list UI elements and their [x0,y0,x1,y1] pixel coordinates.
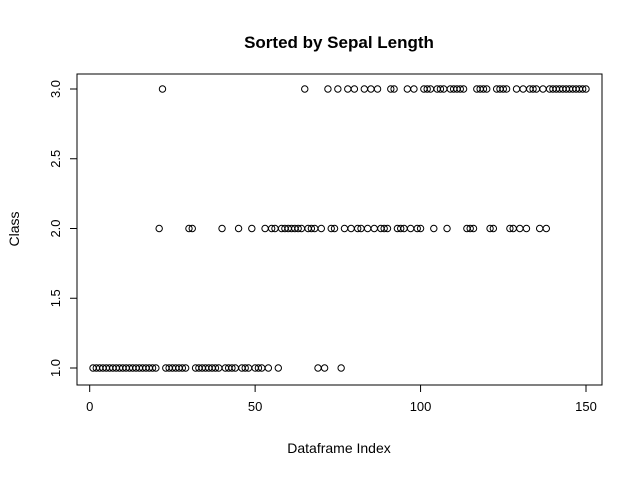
data-point [324,85,332,93]
data-point [486,224,494,233]
data-point [158,85,167,93]
data-point [430,224,438,233]
x-axis: 0 50 100 150 [86,384,597,414]
data-point [416,224,425,233]
data-point [353,224,362,233]
data-point [542,224,550,233]
y-axis-label: Class [6,211,22,246]
data-point [211,364,220,372]
data-point [436,85,445,93]
data-point [218,224,226,233]
y-tick-label: 1.5 [48,289,63,307]
data-point [307,224,316,233]
data-point [459,85,468,93]
data-point [228,364,236,372]
data-point [188,224,196,233]
data-point [529,85,537,93]
data-point [301,85,309,93]
data-point [181,364,190,372]
data-point [387,85,395,93]
data-point [337,364,345,372]
y-tick-label: 2.5 [48,150,63,168]
data-point [334,85,342,93]
data-point [456,85,464,93]
data-point [254,364,263,372]
y-axis: 1.0 1.5 2.0 2.5 3.0 [48,80,78,377]
data-point [410,85,418,93]
data-point [380,224,388,233]
data-point [294,224,302,233]
data-point [264,364,273,372]
data-point [413,224,421,233]
data-point [502,85,511,93]
data-point [185,224,193,233]
data-point [443,224,451,233]
data-point [373,85,382,93]
data-point [241,364,249,372]
data-point [148,364,157,372]
data-point [178,364,187,372]
data-point [469,224,478,233]
data-point [155,224,163,233]
y-tick-label: 3.0 [48,80,63,98]
data-point [397,224,405,233]
data-point [466,224,474,233]
data-point [582,85,590,93]
data-point [350,85,359,93]
data-point [423,85,431,93]
x-tick-label: 100 [410,399,432,414]
data-points [89,85,590,372]
x-tick-label: 0 [86,399,93,414]
chart-title: Sorted by Sepal Length [244,33,434,52]
y-tick-label: 2.0 [48,219,63,237]
data-point [489,224,498,233]
data-point [330,224,339,233]
data-point [327,224,335,233]
data-point [248,224,256,233]
data-point [499,85,507,93]
data-point [274,364,282,372]
data-point [522,224,531,233]
data-point [506,224,514,233]
data-point [390,85,398,93]
data-point [383,224,392,233]
x-tick-label: 50 [248,399,262,414]
data-point [479,85,488,93]
data-point [483,85,491,93]
x-tick-label: 150 [575,399,597,414]
data-point [317,224,326,233]
data-point [267,224,276,233]
x-axis-label: Dataframe Index [287,440,391,456]
y-tick-label: 1.0 [48,359,63,377]
data-point [578,85,587,93]
data-point [152,364,160,372]
data-point [234,224,243,233]
data-point [320,364,329,372]
